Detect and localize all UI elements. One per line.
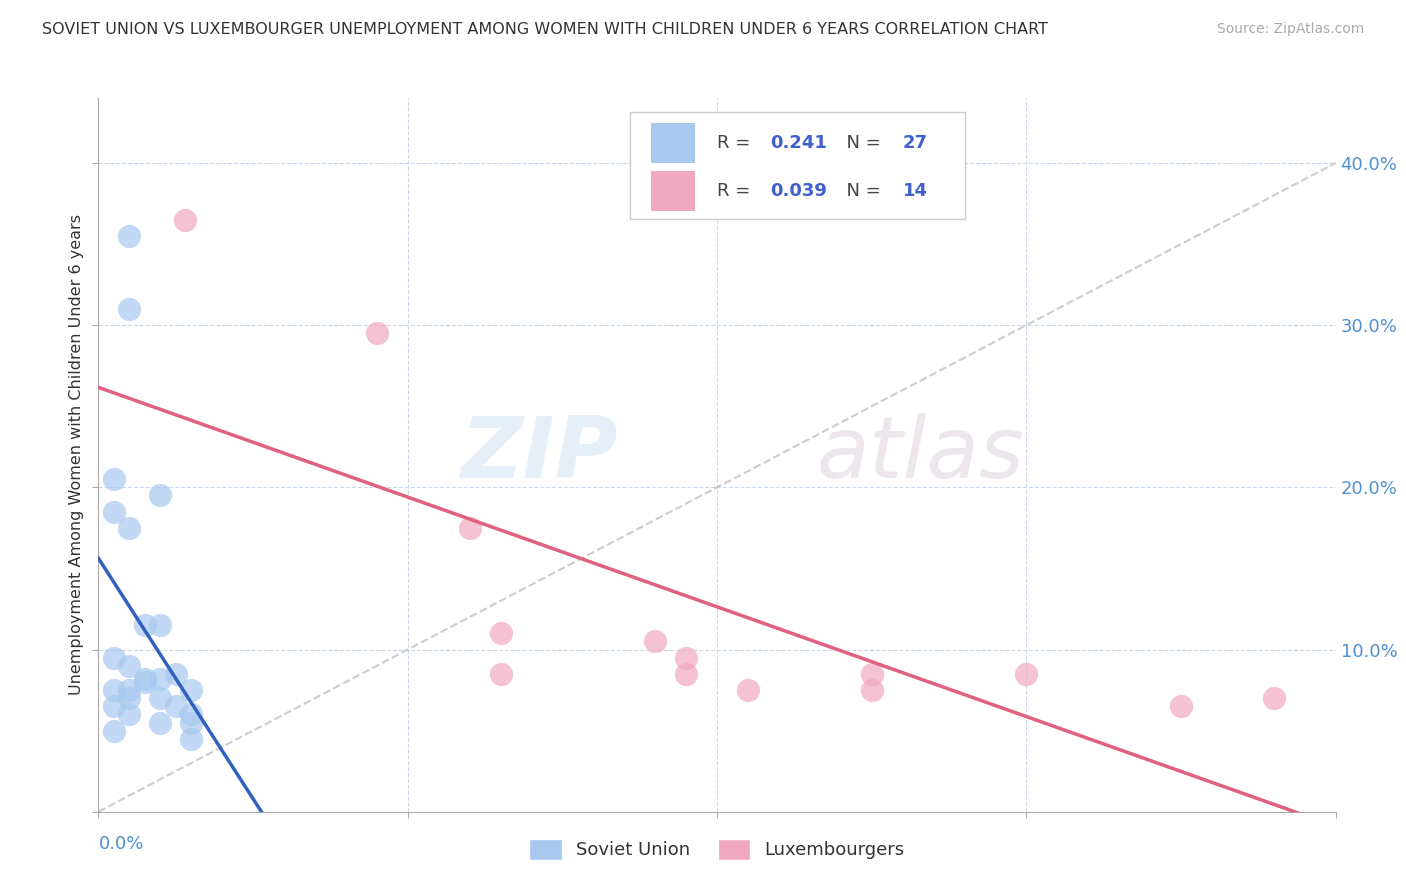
Text: 0.0%: 0.0% [98, 835, 143, 853]
Point [860, 666, 883, 681]
Point [149, 488, 172, 502]
Text: 0.039: 0.039 [770, 182, 827, 200]
Point [737, 683, 759, 698]
Point [174, 212, 197, 227]
Point [860, 683, 883, 698]
Y-axis label: Unemployment Among Women with Children Under 6 years: Unemployment Among Women with Children U… [69, 214, 84, 696]
FancyBboxPatch shape [630, 112, 965, 219]
Point [165, 666, 187, 681]
Point [165, 699, 187, 714]
Point [675, 650, 697, 665]
Point [458, 521, 481, 535]
Point [149, 618, 172, 632]
Point [103, 472, 125, 486]
Point [644, 634, 666, 648]
Point [103, 723, 125, 738]
Point [103, 650, 125, 665]
Point [180, 731, 202, 746]
Text: atlas: atlas [815, 413, 1024, 497]
Text: N =: N = [835, 182, 886, 200]
Point [118, 229, 141, 244]
Text: ZIP: ZIP [460, 413, 619, 497]
Point [180, 707, 202, 722]
Point [149, 672, 172, 686]
Legend: Soviet Union, Luxembourgers: Soviet Union, Luxembourgers [522, 831, 912, 867]
Point [149, 715, 172, 730]
Point [134, 675, 156, 690]
Bar [651, 171, 695, 211]
Text: R =: R = [717, 134, 756, 152]
Point [103, 699, 125, 714]
Point [489, 626, 512, 640]
Point [134, 618, 156, 632]
Point [103, 505, 125, 519]
Point [1170, 699, 1192, 714]
Point [118, 521, 141, 535]
Text: 0.241: 0.241 [770, 134, 827, 152]
Bar [651, 123, 695, 162]
Point [118, 707, 141, 722]
Point [118, 658, 141, 673]
Point [180, 683, 202, 698]
Point [149, 691, 172, 706]
Text: R =: R = [717, 182, 756, 200]
Point [118, 691, 141, 706]
Point [118, 301, 141, 316]
Point [366, 326, 388, 341]
Text: N =: N = [835, 134, 886, 152]
Point [180, 715, 202, 730]
Point [103, 683, 125, 698]
Text: 14: 14 [903, 182, 928, 200]
Point [134, 672, 156, 686]
Point [1263, 691, 1285, 706]
Point [489, 666, 512, 681]
Point [1015, 666, 1038, 681]
Point [118, 683, 141, 698]
Text: SOVIET UNION VS LUXEMBOURGER UNEMPLOYMENT AMONG WOMEN WITH CHILDREN UNDER 6 YEAR: SOVIET UNION VS LUXEMBOURGER UNEMPLOYMEN… [42, 22, 1049, 37]
Text: 27: 27 [903, 134, 928, 152]
Point [675, 666, 697, 681]
Text: Source: ZipAtlas.com: Source: ZipAtlas.com [1216, 22, 1364, 37]
